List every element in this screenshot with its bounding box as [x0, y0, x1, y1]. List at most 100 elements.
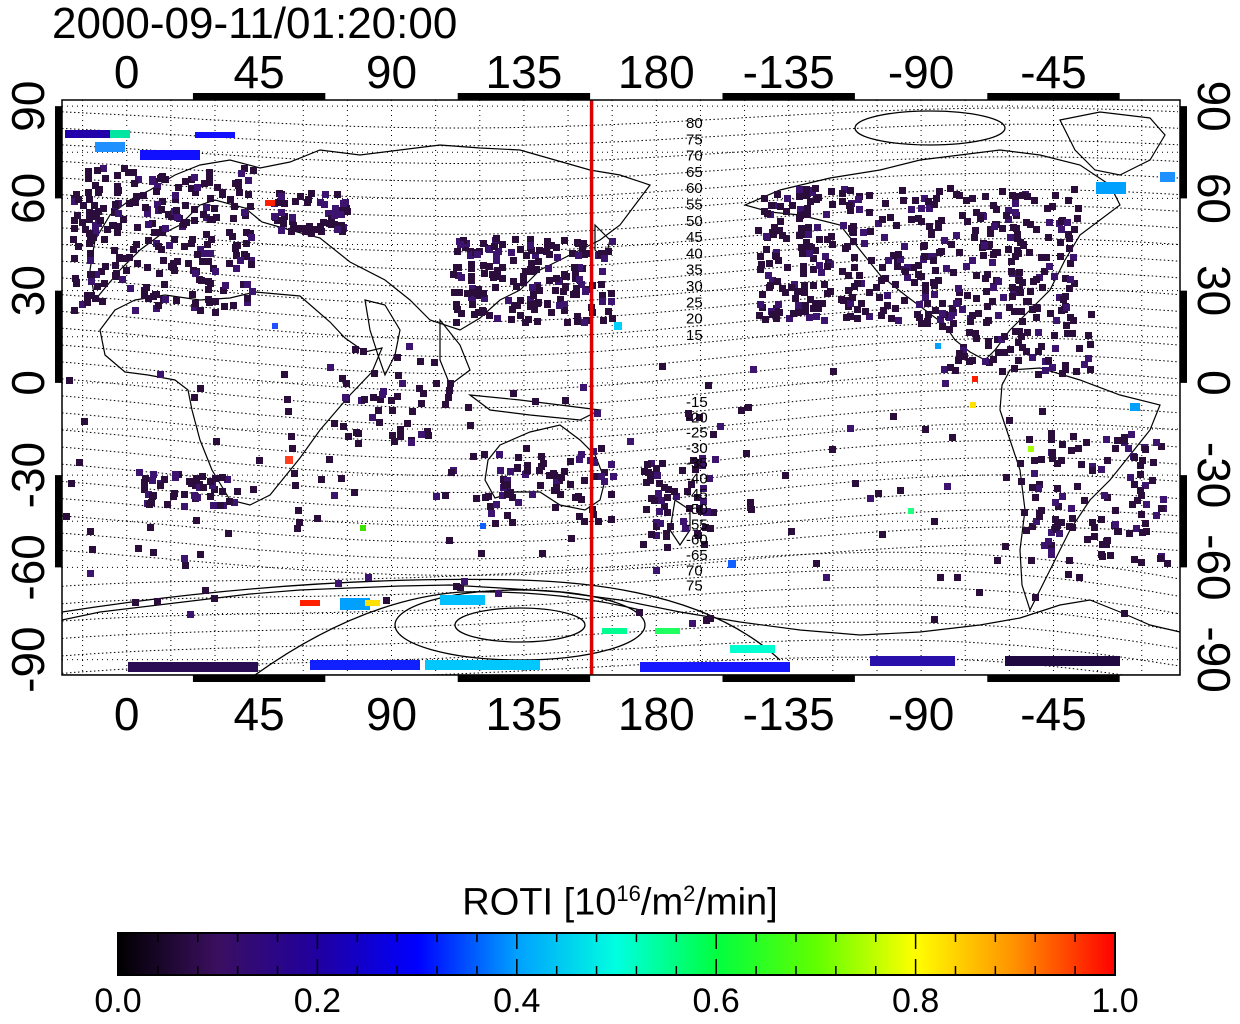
roti-cell	[1036, 513, 1043, 520]
roti-cell	[969, 357, 976, 364]
roti-cell	[250, 486, 257, 493]
roti-cell	[480, 240, 487, 247]
mlat-label: 60	[686, 180, 703, 197]
roti-cell	[199, 258, 206, 265]
roti-cell	[536, 287, 543, 294]
roti-cell	[1032, 594, 1039, 601]
roti-cell	[188, 240, 195, 247]
roti-cell	[278, 209, 285, 216]
roti-cell	[904, 264, 911, 271]
roti-cell	[1101, 492, 1108, 499]
roti-cell	[187, 611, 194, 618]
roti-cell	[528, 260, 535, 267]
roti-cell	[181, 491, 188, 498]
roti-cell	[598, 250, 605, 257]
roti-cell	[86, 209, 93, 216]
roti-cell	[92, 229, 99, 236]
roti-cell	[352, 346, 359, 353]
roti-cell	[191, 206, 198, 213]
roti-cell	[915, 262, 922, 269]
roti-cell	[784, 195, 791, 202]
roti-cell	[1070, 433, 1077, 440]
roti-cell	[845, 287, 852, 294]
frame-tick-bar	[192, 675, 326, 682]
roti-cell	[442, 492, 449, 499]
roti-cell	[977, 214, 984, 221]
roti-cell	[558, 474, 565, 481]
roti-cell	[916, 301, 923, 308]
roti-cell	[305, 196, 312, 203]
south-pole-oval	[394, 589, 646, 661]
roti-cell	[205, 296, 212, 303]
roti-cell	[1005, 246, 1012, 253]
roti-cell	[895, 317, 902, 324]
roti-cell	[839, 268, 846, 275]
roti-cell	[961, 353, 968, 360]
roti-cell	[191, 492, 198, 499]
roti-cell	[609, 238, 616, 245]
roti-cell	[982, 275, 989, 282]
frame-tick-bars	[55, 93, 1187, 682]
roti-cell	[573, 285, 580, 292]
roti-cell	[535, 258, 542, 265]
roti-cell	[81, 418, 88, 425]
roti-cell	[562, 284, 569, 291]
roti-cell	[946, 326, 953, 333]
roti-cell	[1153, 439, 1160, 446]
roti-cell	[1065, 197, 1072, 204]
roti-cell	[1026, 436, 1033, 443]
roti-cell	[243, 229, 250, 236]
roti-cell	[1028, 446, 1034, 452]
roti-cell	[971, 234, 978, 241]
roti-cell	[717, 423, 724, 430]
roti-cell	[1014, 235, 1021, 242]
roti-cell	[931, 201, 938, 208]
roti-cell	[850, 223, 857, 230]
roti-cell	[457, 584, 464, 591]
roti-cell	[608, 298, 615, 305]
roti-cell	[141, 486, 148, 493]
roti-cell	[805, 231, 812, 238]
roti-cell	[866, 313, 873, 320]
roti-cell	[515, 454, 522, 461]
roti-cell	[182, 178, 189, 185]
roti-cell	[236, 189, 243, 196]
roti-cell	[847, 207, 854, 214]
roti-cell	[468, 265, 475, 272]
roti-cell	[852, 480, 859, 487]
roti-cell	[1033, 518, 1040, 525]
roti-cell	[803, 186, 810, 193]
roti-cell	[211, 205, 218, 212]
roti-cell	[757, 301, 764, 308]
roti-cell	[922, 282, 929, 289]
roti-cell	[292, 198, 299, 205]
roti-cell	[1114, 528, 1121, 535]
roti-cell	[181, 503, 188, 510]
roti-cell	[233, 265, 240, 272]
roti-cell	[804, 205, 811, 212]
roti-cell	[166, 242, 173, 249]
roti-cell	[79, 219, 86, 226]
roti-cell	[1031, 197, 1038, 204]
roti-cell	[805, 224, 812, 231]
roti-cell	[243, 240, 250, 247]
roti-cell	[1048, 548, 1055, 555]
roti-cell	[241, 251, 248, 258]
roti-cell	[797, 206, 804, 213]
roti-cell	[679, 467, 686, 474]
roti-cell	[284, 396, 291, 403]
roti-cell	[798, 225, 805, 232]
roti-cell	[217, 502, 224, 509]
roti-cell	[1044, 205, 1051, 212]
roti-cell	[1078, 461, 1085, 468]
roti-cell	[450, 271, 457, 278]
roti-cell	[807, 198, 814, 205]
roti-cell	[1029, 484, 1036, 491]
frame-tick-bar	[987, 93, 1120, 100]
roti-cell	[694, 530, 701, 537]
roti-cell	[1062, 366, 1069, 373]
roti-cell	[667, 523, 674, 530]
roti-cell	[244, 299, 251, 306]
roti-cell	[509, 519, 516, 526]
roti-cell	[149, 220, 156, 227]
